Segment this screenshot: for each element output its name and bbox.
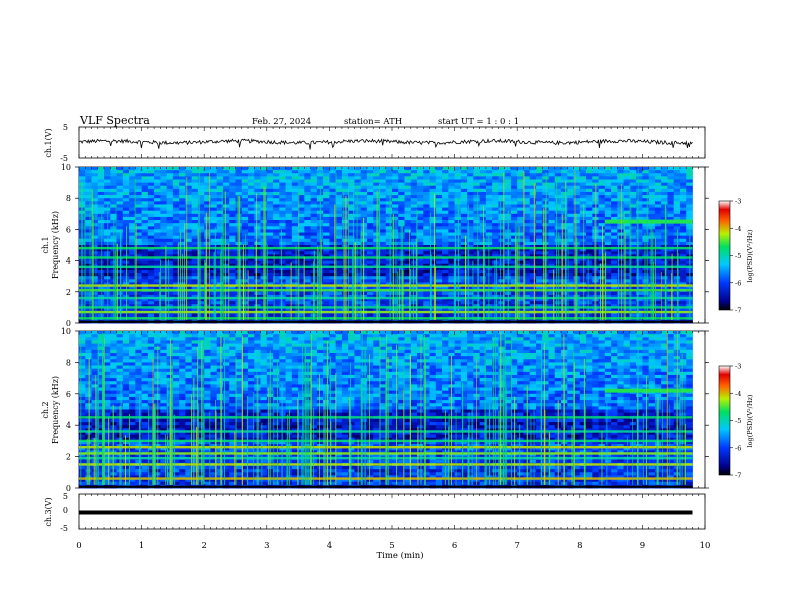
time-tick-label: 0	[76, 541, 81, 551]
colorbar-tick-label: -5	[735, 252, 741, 260]
colorbar-tick-label: -5	[735, 417, 741, 425]
time-tick-label: 9	[640, 541, 645, 551]
ch1-spectrogram-panel: 0 2 4 6 8 10 Frequency (kHz) ch.1 -3 -4 -5 -6 -7 …	[41, 163, 754, 328]
ch1-waveform-panel: 5 -5 ch.1(V)	[44, 123, 706, 163]
colorbar-tick-label: -4	[735, 225, 741, 233]
ytick-label: 2	[66, 288, 71, 297]
ytick-label: 2	[66, 453, 71, 462]
ch2-spectrogram-image	[79, 331, 693, 489]
colorbar-tick-label: -3	[735, 198, 741, 206]
ch1-colorbar-gradient	[718, 200, 731, 311]
figure-title: VLF Spectra	[79, 114, 150, 127]
date-label: Feb. 27, 2024	[252, 117, 311, 127]
ytick-label: 8	[66, 358, 71, 367]
ch1-waveform-trace	[79, 138, 693, 150]
ch2-colorbar-gradient	[718, 365, 731, 476]
time-tick-label: 5	[389, 541, 394, 551]
time-axis: 0 1 2 3 4 5 6 7 8 9 10	[76, 127, 710, 551]
time-tick-label: 2	[201, 541, 206, 551]
time-tick-label: 1	[139, 541, 144, 551]
time-tick-label: 10	[700, 541, 711, 551]
ch1-ytick-bottom: -5	[60, 154, 68, 163]
ch2-spectrogram-ylabel: Frequency (kHz)	[51, 376, 60, 444]
ch3-waveform-panel: 5 0 -5 ch.3(V)	[44, 492, 706, 533]
time-tick-label: 3	[264, 541, 269, 551]
colorbar-tick-label: -7	[735, 307, 741, 315]
ytick-label: 10	[61, 163, 71, 172]
ch3-ytick-top: 5	[63, 492, 68, 501]
ch1-channel-label: ch.1	[41, 236, 50, 253]
colorbar-tick-label: -3	[735, 363, 741, 371]
ytick-label: 4	[66, 421, 71, 430]
ch1-spectrogram-ylabel: Frequency (kHz)	[51, 211, 60, 279]
time-axis-label: Time (min)	[376, 550, 423, 561]
ch1-colorbar: -3 -4 -5 -6 -7 log(PSD)(V²/Hz)	[718, 198, 754, 315]
ch3-ytick-mid: 0	[63, 506, 68, 515]
ch1-colorbar-label: log(PSD)(V²/Hz)	[746, 229, 754, 282]
ch2-colorbar-label: log(PSD)(V²/Hz)	[746, 394, 754, 447]
ch2-spectrogram-panel: 0 2 4 6 8 10 Frequency (kHz) ch.2 -3 -4 -5 -6 -7 …	[41, 327, 754, 493]
ch1-waveform-ylabel: ch.1(V)	[44, 128, 53, 157]
colorbar-tick-label: -6	[735, 444, 741, 452]
ch1-spectrogram-image	[79, 167, 693, 324]
ytick-label: 6	[66, 225, 71, 234]
ch3-waveform-ylabel: ch.3(V)	[44, 497, 53, 526]
ch1-ytick-top: 5	[63, 123, 68, 132]
time-tick-label: 8	[577, 541, 582, 551]
ytick-label: 0	[66, 319, 71, 328]
ytick-label: 8	[66, 194, 71, 203]
colorbar-tick-label: -7	[735, 472, 741, 480]
colorbar-tick-label: -4	[735, 390, 741, 398]
time-tick-label: 6	[452, 541, 457, 551]
start-time-label: start UT = 1 : 0 : 1	[438, 117, 519, 127]
colorbar-tick-label: -6	[735, 279, 741, 287]
ytick-label: 0	[66, 484, 71, 493]
ytick-label: 4	[66, 257, 71, 266]
time-tick-label: 7	[514, 541, 519, 551]
ch2-colorbar: -3 -4 -5 -6 -7 log(PSD)(V²/Hz)	[718, 363, 754, 480]
ch2-channel-label: ch.2	[41, 401, 50, 418]
ytick-label: 6	[66, 390, 71, 399]
ytick-label: 10	[61, 327, 71, 336]
station-label: station= ATH	[344, 117, 402, 127]
time-tick-label: 4	[327, 541, 332, 551]
ch3-ytick-bottom: -5	[60, 524, 68, 533]
